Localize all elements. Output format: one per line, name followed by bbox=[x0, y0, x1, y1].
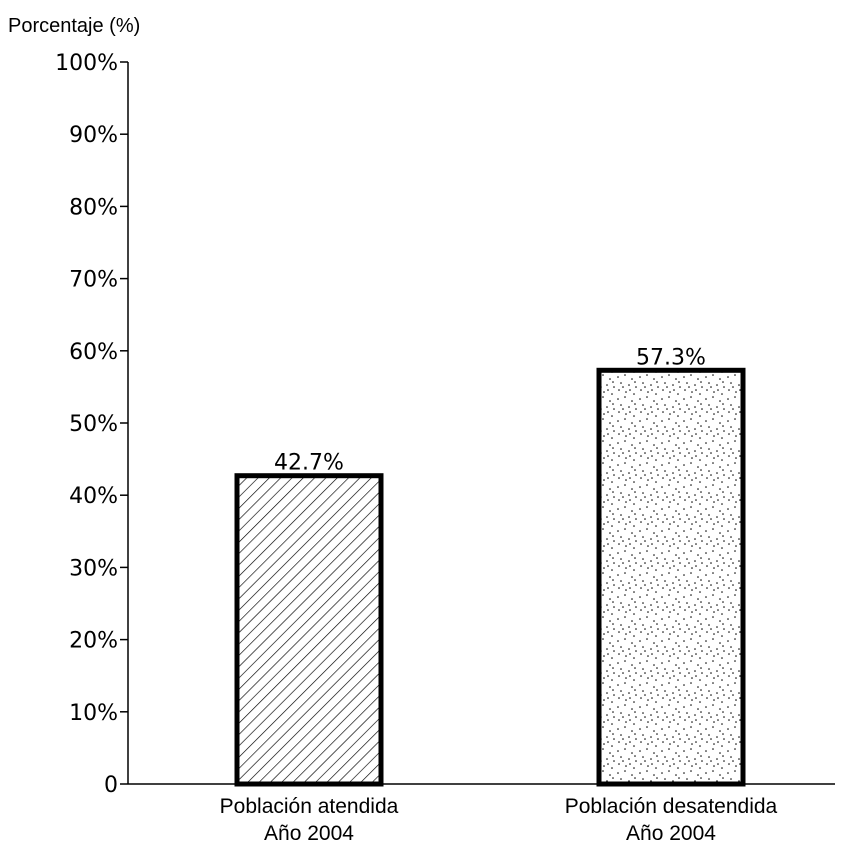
y-tick-label: 100% bbox=[55, 51, 118, 76]
x-category-label: Población desatendida Año 2004 bbox=[565, 795, 778, 845]
y-axis-label: Porcentaje (%) bbox=[8, 15, 140, 37]
bars-group: 42.7% 57.3% bbox=[234, 345, 746, 787]
data-label: 42.7% bbox=[274, 451, 344, 476]
y-tick-label: 90% bbox=[69, 123, 118, 148]
y-tick-label: 60% bbox=[69, 340, 118, 365]
y-tick-label: 20% bbox=[69, 629, 118, 654]
y-tick-label: 10% bbox=[69, 701, 118, 726]
y-axis: 0 10% 20% 30% 40% 50% 60% 70% 80% 90% 100% bbox=[55, 51, 129, 798]
y-tick-label: 80% bbox=[69, 195, 118, 220]
y-tick-label: 30% bbox=[69, 556, 118, 581]
y-tick-label: 0 bbox=[104, 773, 118, 798]
bar bbox=[596, 367, 746, 787]
y-tick-label: 70% bbox=[69, 268, 118, 293]
bar bbox=[234, 473, 384, 787]
y-tick-label: 40% bbox=[69, 484, 118, 509]
data-label: 57.3% bbox=[636, 345, 706, 370]
y-tick-label: 50% bbox=[69, 412, 118, 437]
x-axis: Población atendida Año 2004 Población desa… bbox=[128, 783, 835, 845]
x-category-label: Población atendida Año 2004 bbox=[220, 795, 399, 845]
